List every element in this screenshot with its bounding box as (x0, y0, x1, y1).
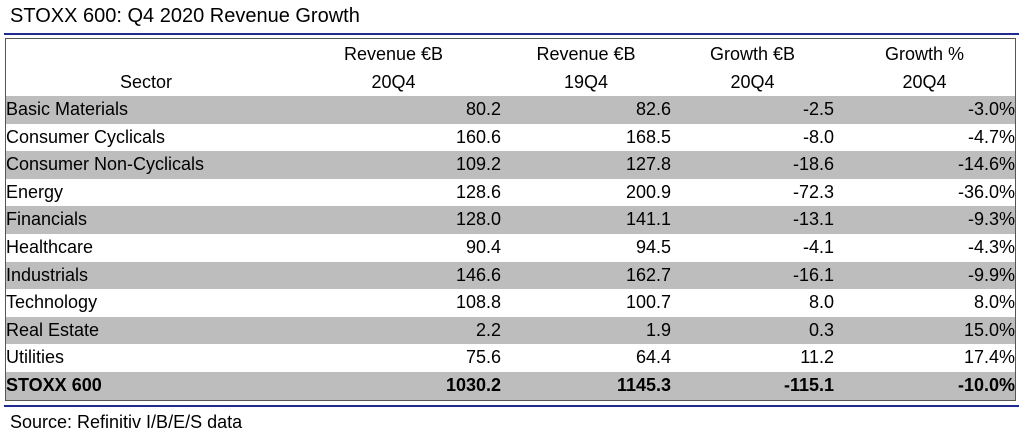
header-cell (6, 39, 286, 69)
value-cell: 90.4 (465, 236, 501, 257)
value-cell: 11.2 (800, 347, 834, 368)
value-cell: 1145.3 (501, 371, 671, 400)
value-cell: 168.5 (625, 126, 671, 147)
header-cell: 20Q4 (371, 72, 416, 92)
sector-cell: Utilities (6, 347, 65, 368)
value-cell: 160.6 (455, 126, 501, 147)
table-row: Real Estate 2.2 1.9 0.3 15.0% (6, 316, 1015, 345)
value-cell: 15.0% (834, 316, 1015, 345)
header-cell: Sector (119, 72, 173, 92)
value-cell: 1.9 (501, 316, 671, 345)
sector-cell: Technology (6, 292, 98, 313)
value-cell: 94.5 (635, 236, 671, 257)
table-title: STOXX 600: Q4 2020 Revenue Growth (10, 5, 360, 27)
value-cell: -4.3% (967, 236, 1015, 257)
value-cell: 2.2 (286, 316, 501, 345)
table-row: Industrials 146.6 162.7 -16.1 -9.9% (6, 261, 1015, 290)
table-row: Energy 128.6 200.9 -72.3 -36.0% (6, 179, 1015, 207)
value-cell: 108.8 (455, 292, 501, 313)
sector-cell: Healthcare (6, 236, 94, 257)
source-note: Source: Refinitiv I/B/E/S data (10, 412, 243, 432)
value-cell: -13.1 (671, 206, 834, 234)
value-cell: -10.0% (834, 371, 1015, 400)
sector-cell: Consumer Cyclicals (6, 126, 166, 147)
value-cell: 162.7 (501, 261, 671, 290)
value-cell: -16.1 (671, 261, 834, 290)
sector-cell: Consumer Non-Cyclicals (6, 151, 286, 179)
table-frame (5, 38, 1016, 401)
value-cell: 80.2 (286, 96, 501, 124)
total-row: STOXX 600 1030.2 1145.3 -115.1 -10.0% (6, 371, 1015, 400)
value-cell: -8.0 (802, 126, 834, 147)
value-cell: -3.0% (834, 96, 1015, 124)
value-cell: -4.7% (967, 126, 1015, 147)
sector-cell: Financials (6, 206, 286, 234)
value-cell: 1030.2 (286, 371, 501, 400)
header-cell: 20Q4 (902, 72, 947, 92)
value-cell: 127.8 (501, 151, 671, 179)
table-row: Financials 128.0 141.1 -13.1 -9.3% (6, 206, 1015, 234)
table-row: Technology 108.8 100.7 8.0 8.0% (6, 289, 1015, 317)
value-cell: 8.0% (973, 292, 1015, 313)
value-cell: 128.6 (455, 181, 501, 202)
sector-cell: STOXX 600 (6, 371, 286, 400)
table-row: Consumer Non-Cyclicals 109.2 127.8 -18.6… (6, 151, 1015, 179)
bottom-rule (4, 405, 1019, 407)
value-cell: -18.6 (671, 151, 834, 179)
table-row: Consumer Cyclicals 160.6 168.5 -8.0 -4.7… (6, 124, 1015, 152)
value-cell: 141.1 (501, 206, 671, 234)
value-cell: -9.3% (834, 206, 1015, 234)
value-cell: 82.6 (501, 96, 671, 124)
value-cell: 200.9 (625, 181, 671, 202)
value-cell: 0.3 (671, 316, 834, 345)
value-cell: -72.3 (792, 181, 834, 202)
value-cell: 100.7 (625, 292, 671, 313)
table-row: Healthcare 90.4 94.5 -4.1 -4.3% (6, 234, 1015, 262)
table-row: Basic Materials 80.2 82.6 -2.5 -3.0% (6, 96, 1015, 124)
value-cell: -4.1 (802, 236, 834, 257)
value-cell: -115.1 (671, 371, 834, 400)
sector-cell: Energy (6, 181, 64, 202)
value-cell: 128.0 (286, 206, 501, 234)
header-cell: 20Q4 (730, 72, 775, 92)
revenue-table: Revenue €B Revenue €B Growth €B Growth %… (6, 39, 1015, 400)
value-cell: 8.0 (808, 292, 834, 313)
sector-cell: Basic Materials (6, 96, 286, 124)
header-cell: 19Q4 (563, 72, 609, 92)
sector-cell: Industrials (6, 261, 286, 290)
value-cell: 109.2 (286, 151, 501, 179)
value-cell: 17.4% (963, 347, 1015, 368)
sector-cell: Real Estate (6, 316, 286, 345)
value-cell: -9.9% (834, 261, 1015, 290)
table-row: Utilities 75.6 64.4 11.2 17.4% (6, 344, 1015, 372)
header-cell: Revenue €B (343, 44, 444, 64)
value-cell: -36.0% (957, 181, 1015, 202)
header-cell: Revenue €B (536, 44, 636, 64)
header-cell: Growth €B (709, 44, 796, 64)
value-cell: 64.4 (635, 347, 671, 368)
value-cell: 146.6 (286, 261, 501, 290)
header-row-1: Revenue €B Revenue €B Growth €B Growth % (6, 39, 1015, 69)
top-rule (4, 33, 1019, 35)
header-row-2: Sector 20Q4 19Q4 20Q4 20Q4 (6, 69, 1015, 96)
value-cell: 75.6 (465, 347, 501, 368)
value-cell: -14.6% (834, 151, 1015, 179)
header-cell: Growth % (884, 44, 965, 64)
value-cell: -2.5 (671, 96, 834, 124)
